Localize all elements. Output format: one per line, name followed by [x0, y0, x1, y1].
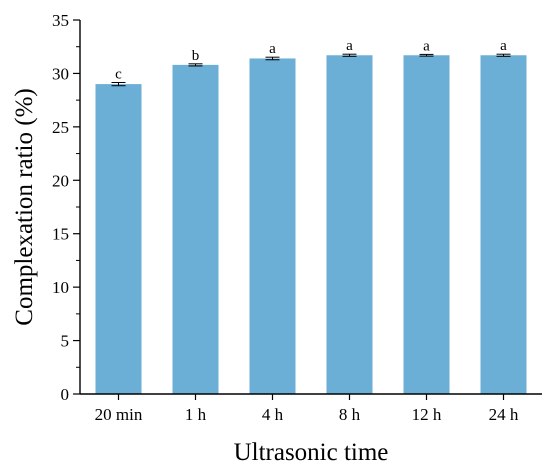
y-tick-label: 30	[52, 64, 69, 83]
significance-label: b	[192, 48, 200, 64]
bar	[249, 58, 296, 395]
significance-label: a	[346, 38, 353, 54]
y-tick-label: 25	[52, 118, 69, 137]
x-tick-label: 1 h	[185, 405, 207, 424]
x-tick-label: 12 h	[412, 405, 442, 424]
bar	[172, 64, 219, 394]
significance-label: a	[423, 38, 430, 54]
x-tick-label: 24 h	[489, 405, 519, 424]
y-tick-label: 10	[52, 278, 69, 297]
y-axis-title: Complexation ratio (%)	[11, 88, 38, 325]
x-tick-label: 4 h	[262, 405, 284, 424]
plot-area: c 20 min b 1 h a 4 h a 8 h a 12 h a 24 h 0 5 10 15 20 25 3…	[52, 11, 542, 424]
y-tick-label: 5	[61, 332, 70, 351]
x-axis-title: Ultrasonic time	[234, 439, 389, 466]
y-tick-label: 35	[52, 11, 69, 30]
bar	[480, 55, 527, 395]
y-tick-label: 20	[52, 171, 69, 190]
bar	[403, 55, 450, 395]
bar	[95, 84, 142, 394]
x-tick-label: 8 h	[339, 405, 361, 424]
y-tick-label: 0	[61, 385, 70, 404]
significance-label: c	[115, 67, 122, 83]
y-tick-label: 15	[52, 225, 69, 244]
x-tick-label: 20 min	[95, 405, 143, 424]
bar	[326, 55, 373, 395]
significance-label: a	[500, 38, 507, 54]
significance-label: a	[269, 41, 276, 57]
